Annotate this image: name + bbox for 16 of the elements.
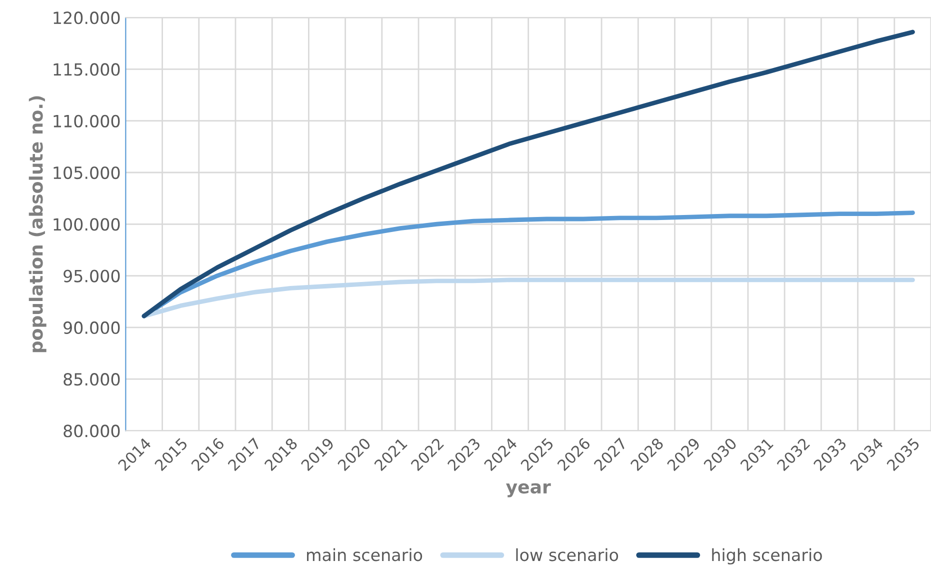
legend-label: high scenario <box>712 548 822 564</box>
y-tick-label: 95.000 <box>64 270 120 282</box>
legend-label: low scenario <box>516 548 618 562</box>
legend-label: main scenario <box>307 548 422 562</box>
y-tick-label: 115.000 <box>54 63 120 76</box>
y-tick-label: 120.000 <box>54 12 120 24</box>
y-tick-label: 100.000 <box>54 218 120 231</box>
line-series <box>142 30 915 318</box>
y-tick-label: 85.000 <box>64 373 120 386</box>
line-series <box>142 278 915 318</box>
y-axis-title: population (absolute no.) <box>28 96 46 352</box>
y-tick-label: 80.000 <box>64 424 120 438</box>
y-tick-label: 90.000 <box>64 321 120 334</box>
y-tick-label: 110.000 <box>54 114 120 128</box>
y-tick-label: 105.000 <box>54 166 120 180</box>
x-axis-title: year <box>506 483 551 498</box>
